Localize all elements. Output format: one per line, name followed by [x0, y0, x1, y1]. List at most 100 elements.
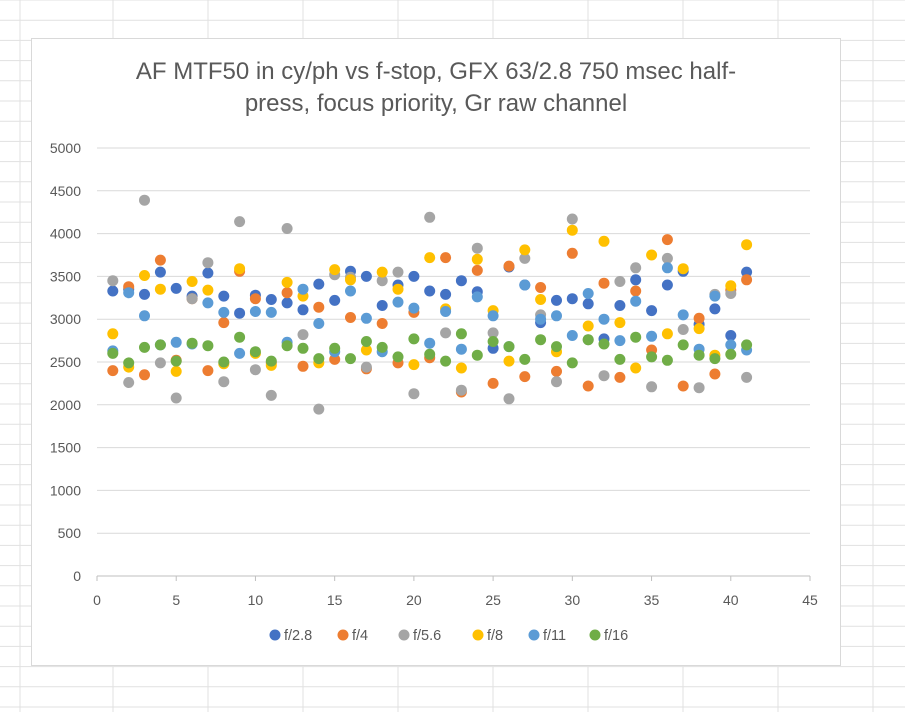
data-point	[107, 328, 119, 340]
data-point	[582, 298, 594, 310]
data-point	[455, 384, 467, 396]
data-point	[345, 274, 356, 286]
legend-marker	[337, 629, 349, 641]
data-point	[598, 277, 610, 289]
data-point	[139, 270, 150, 281]
data-point	[630, 362, 642, 374]
data-point	[551, 310, 562, 322]
legend-marker	[528, 629, 540, 641]
data-point	[360, 344, 372, 356]
data-point	[741, 339, 753, 351]
data-point	[582, 334, 594, 346]
data-point	[661, 328, 673, 340]
x-tick-label: 5	[172, 592, 180, 608]
data-point	[249, 364, 261, 376]
data-point	[709, 290, 721, 302]
data-point	[630, 331, 642, 343]
data-point	[614, 276, 626, 287]
data-point	[471, 253, 483, 265]
legend-entry[interactable]: f/5.6	[398, 628, 442, 644]
data-point	[170, 355, 182, 367]
data-point	[487, 327, 499, 339]
data-point	[234, 263, 246, 275]
legend-entry[interactable]: f/16	[589, 628, 629, 644]
legend-label: f/4	[352, 628, 368, 644]
data-point	[566, 213, 578, 225]
x-tick-label: 20	[406, 592, 422, 608]
data-point	[725, 330, 737, 341]
data-point	[202, 340, 214, 352]
data-point	[535, 282, 547, 293]
data-point	[693, 312, 705, 324]
data-point	[408, 302, 420, 314]
data-point	[677, 339, 689, 351]
data-point	[297, 283, 309, 295]
data-point	[725, 280, 737, 292]
x-tick-label: 35	[644, 592, 660, 608]
data-point	[139, 341, 150, 353]
data-point	[329, 342, 341, 354]
legend-entry[interactable]: f/4	[337, 628, 369, 644]
data-point	[614, 317, 626, 329]
y-tick-label: 4000	[50, 226, 81, 242]
data-point	[709, 353, 721, 365]
legend-entry[interactable]: f/2.8	[269, 628, 313, 644]
data-point	[551, 294, 562, 306]
data-point	[313, 278, 325, 290]
data-point	[376, 300, 388, 311]
chart-area[interactable]: AF MTF50 in cy/ph vs f-stop, GFX 63/2.8 …	[31, 38, 841, 666]
data-point	[281, 287, 293, 299]
chart-title-line-2: press, focus priority, Gr raw channel	[244, 90, 628, 117]
data-point	[677, 324, 689, 335]
data-point	[313, 318, 325, 329]
data-point	[345, 285, 356, 297]
data-point	[313, 403, 325, 415]
data-point	[392, 296, 404, 308]
data-point	[566, 293, 578, 305]
data-point	[440, 252, 452, 264]
data-point	[455, 343, 467, 355]
data-point	[297, 342, 309, 354]
data-point	[249, 293, 261, 305]
data-point	[107, 275, 119, 287]
data-point	[139, 369, 150, 381]
data-point	[265, 294, 277, 305]
legend-entry[interactable]: f/11	[528, 628, 567, 644]
data-point	[455, 362, 467, 374]
data-point	[646, 249, 658, 261]
data-point	[218, 290, 230, 302]
data-point	[519, 244, 531, 256]
data-point	[376, 275, 388, 287]
series-f-8	[107, 224, 753, 377]
data-point	[471, 242, 483, 254]
data-point	[677, 309, 689, 321]
data-point	[202, 365, 214, 377]
data-point	[281, 276, 293, 288]
data-point	[646, 381, 658, 393]
legend-label: f/2.8	[284, 628, 312, 644]
data-point	[170, 282, 182, 294]
data-point	[170, 365, 182, 377]
data-point	[661, 234, 673, 246]
data-point	[154, 254, 166, 266]
data-point	[186, 276, 198, 287]
legend-entry[interactable]: f/8	[472, 628, 504, 644]
data-point	[154, 266, 166, 278]
data-point	[123, 377, 135, 388]
data-point	[725, 348, 737, 360]
data-point	[123, 357, 135, 369]
legend-marker	[472, 629, 484, 641]
data-point	[582, 380, 594, 392]
x-tick-label: 30	[565, 592, 581, 608]
data-point	[598, 370, 610, 382]
data-point	[329, 264, 341, 276]
legend-label: f/5.6	[413, 628, 441, 644]
data-point	[202, 257, 214, 269]
data-point	[566, 330, 578, 341]
y-tick-label: 500	[58, 525, 82, 541]
data-point	[154, 357, 166, 369]
data-point	[202, 267, 214, 279]
data-point	[455, 275, 467, 287]
data-point	[440, 355, 452, 367]
data-point	[614, 371, 626, 383]
